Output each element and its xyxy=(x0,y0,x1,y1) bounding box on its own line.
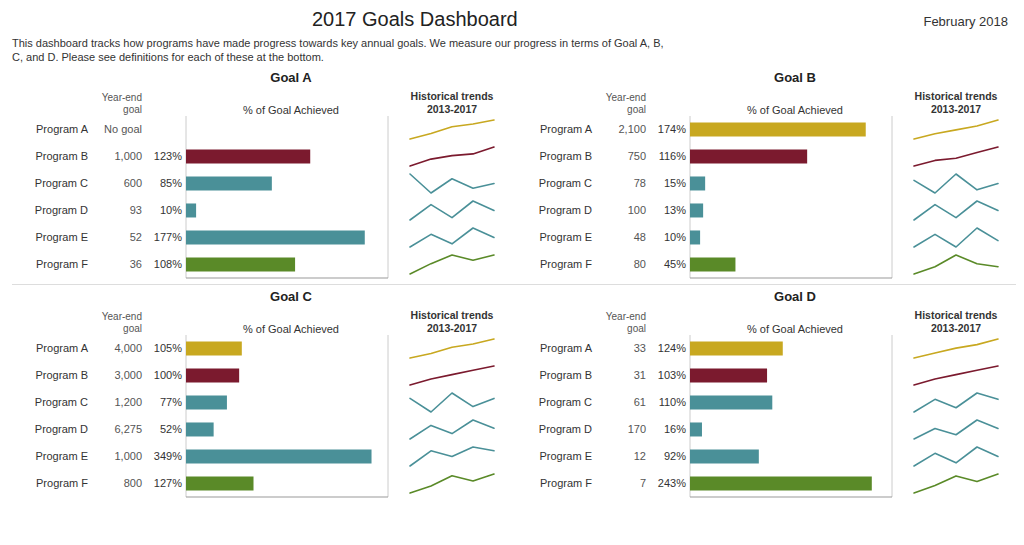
html-text:Program B: Program B xyxy=(539,369,592,381)
html-text:1,000: 1,000 xyxy=(114,150,142,162)
html-text:31: 31 xyxy=(633,369,646,381)
html-text:170: 170 xyxy=(627,423,646,435)
html-text:36: 36 xyxy=(129,258,142,270)
html-text:2013-2017: 2013-2017 xyxy=(426,103,478,115)
svg-text:349%: 349% xyxy=(154,450,182,462)
html-text:Program E: Program E xyxy=(539,231,592,243)
html-text:Program D: Program D xyxy=(34,423,88,435)
html-text:48: 48 xyxy=(633,231,646,243)
html-text:Program F: Program F xyxy=(36,477,88,489)
svg-text:10%: 10% xyxy=(160,204,182,216)
html-text:2013-2017: 2013-2017 xyxy=(930,103,982,115)
svg-text:127%: 127% xyxy=(154,477,182,489)
html-text:33: 33 xyxy=(633,342,646,354)
html-text:52: 52 xyxy=(129,231,142,243)
svg-text:85%: 85% xyxy=(160,177,182,189)
svg-text:174%: 174% xyxy=(658,123,686,135)
html-text:Goal D: Goal D xyxy=(774,289,816,304)
html-text:Program D: Program D xyxy=(538,423,592,435)
html-text:3,000: 3,000 xyxy=(114,369,142,381)
html-text:750: 750 xyxy=(627,150,646,162)
svg-text:100%: 100% xyxy=(154,369,182,381)
html-text:Historical trends: Historical trends xyxy=(914,90,998,102)
html-text:Year-end goal: Year-end goal xyxy=(605,92,646,115)
svg-text:45%: 45% xyxy=(664,258,686,270)
html-text:Year-end goal: Year-end goal xyxy=(101,311,142,334)
html-text:12: 12 xyxy=(633,450,646,462)
html-text:Program E: Program E xyxy=(539,450,592,462)
html-text:100: 100 xyxy=(627,204,646,216)
html-text:Program F: Program F xyxy=(540,477,592,489)
html-text:2013-2017: 2013-2017 xyxy=(930,322,982,334)
html-text:Program C: Program C xyxy=(34,177,88,189)
html-text:1,000: 1,000 xyxy=(114,450,142,462)
svg-text:92%: 92% xyxy=(664,450,686,462)
html-text:Program A: Program A xyxy=(540,123,592,135)
html-text:Program D: Program D xyxy=(34,204,88,216)
html-text:6,275: 6,275 xyxy=(114,423,142,435)
html-text:Program C: Program C xyxy=(538,177,592,189)
svg-text:177%: 177% xyxy=(154,231,182,243)
html-text:% of Goal Achieved: % of Goal Achieved xyxy=(243,323,339,335)
html-text:Program C: Program C xyxy=(34,396,88,408)
html-text:Goal B: Goal B xyxy=(774,70,816,85)
html-text:Program B: Program B xyxy=(35,150,88,162)
html-text:78: 78 xyxy=(633,177,646,189)
svg-text:52%: 52% xyxy=(160,423,182,435)
html-text:Program C: Program C xyxy=(538,396,592,408)
svg-text:10%: 10% xyxy=(664,231,686,243)
html-text:Year-end goal: Year-end goal xyxy=(605,311,646,334)
svg-text:116%: 116% xyxy=(659,150,687,162)
html-text:Program A: Program A xyxy=(540,342,592,354)
html-text:Program F: Program F xyxy=(540,258,592,270)
html-text:2013-2017: 2013-2017 xyxy=(426,322,478,334)
html-text:Program E: Program E xyxy=(35,450,88,462)
html-text:Historical trends: Historical trends xyxy=(914,309,998,321)
html-text:No goal: No goal xyxy=(104,123,142,135)
html-text:2017 Goals Dashboard: 2017 Goals Dashboard xyxy=(312,8,518,30)
html-text:This dashboard tracks how prog: This dashboard tracks how programs have … xyxy=(12,37,664,63)
html-text:Goal C: Goal C xyxy=(270,289,312,304)
svg-text:124%: 124% xyxy=(658,342,686,354)
html-text:61: 61 xyxy=(633,396,646,408)
html-text:Historical trends: Historical trends xyxy=(410,90,494,102)
html-text:Historical trends: Historical trends xyxy=(410,309,494,321)
html-text:Program E: Program E xyxy=(35,231,88,243)
html-text:7: 7 xyxy=(639,477,646,489)
svg-text:123%: 123% xyxy=(154,150,182,162)
html-text:Program D: Program D xyxy=(538,204,592,216)
svg-text:105%: 105% xyxy=(154,342,182,354)
html-text:Program A: Program A xyxy=(36,123,88,135)
html-text:% of Goal Achieved: % of Goal Achieved xyxy=(243,104,339,116)
html-text:Year-end goal: Year-end goal xyxy=(101,92,142,115)
html-text:Program A: Program A xyxy=(36,342,88,354)
html-text:800: 800 xyxy=(123,477,142,489)
html-text:600: 600 xyxy=(123,177,142,189)
html-text:% of Goal Achieved: % of Goal Achieved xyxy=(747,104,843,116)
html-text:1,200: 1,200 xyxy=(114,396,142,408)
html-text:Goal A: Goal A xyxy=(270,70,312,85)
html-text:% of Goal Achieved: % of Goal Achieved xyxy=(747,323,843,335)
html-text:Program B: Program B xyxy=(539,150,592,162)
svg-text:77%: 77% xyxy=(160,396,182,408)
svg-text:243%: 243% xyxy=(658,477,686,489)
svg-text:108%: 108% xyxy=(154,258,182,270)
html-text:93: 93 xyxy=(129,204,142,216)
svg-text:103%: 103% xyxy=(658,369,686,381)
svg-text:13%: 13% xyxy=(664,204,686,216)
html-text:Program B: Program B xyxy=(35,369,88,381)
html-text:Program F: Program F xyxy=(36,258,88,270)
html-text:80: 80 xyxy=(633,258,646,270)
svg-text:16%: 16% xyxy=(664,423,686,435)
svg-text:15%: 15% xyxy=(664,177,686,189)
html-text:February 2018: February 2018 xyxy=(923,14,1008,29)
html-text:2,100: 2,100 xyxy=(618,123,646,135)
html-text:4,000: 4,000 xyxy=(114,342,142,354)
svg-text:110%: 110% xyxy=(659,396,687,408)
